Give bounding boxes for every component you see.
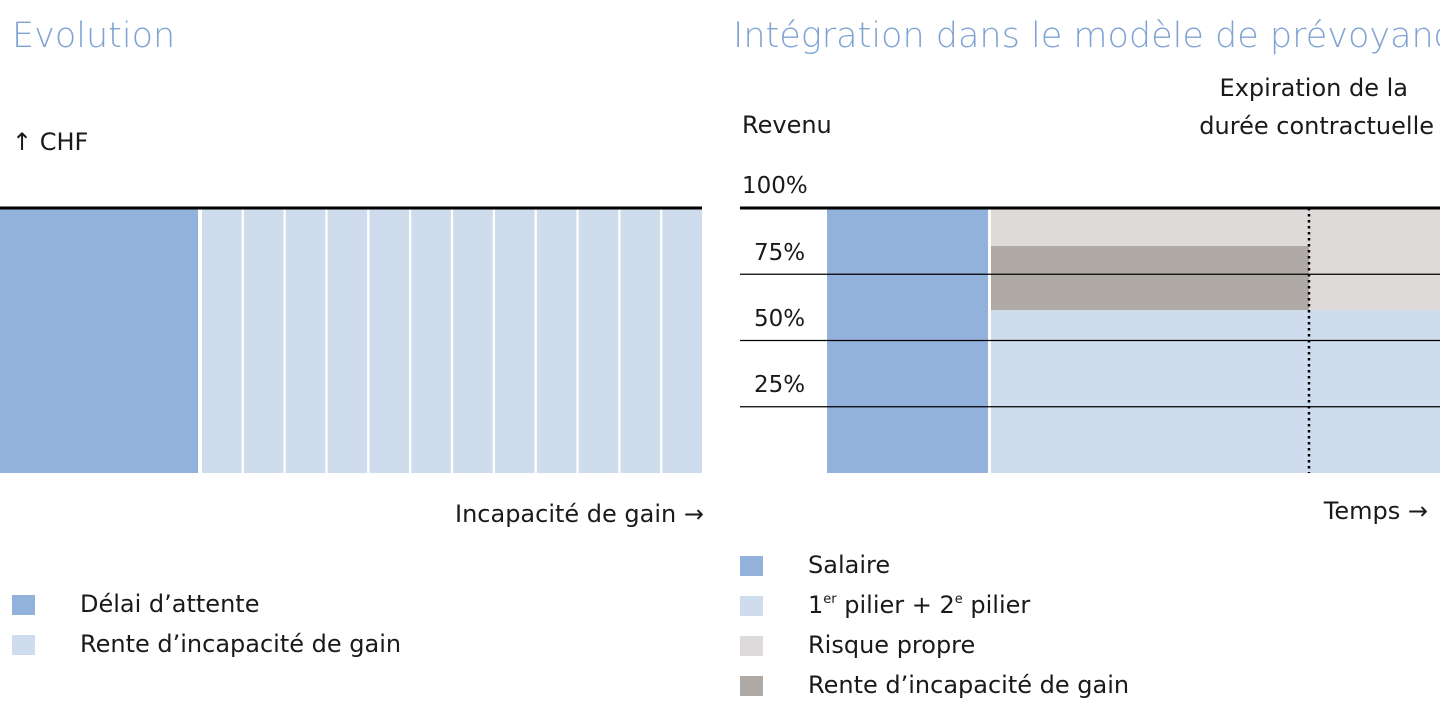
rente-period-bar: [620, 208, 661, 473]
tick-75: 75%: [754, 240, 806, 266]
tick-25: 25%: [754, 372, 806, 398]
rente-period-bar: [369, 208, 410, 473]
text-part: pilier: [962, 591, 1031, 619]
rente-period-bar: [578, 208, 619, 473]
waiting-period-bar: [0, 208, 198, 473]
legend-swatch-piliers: [740, 596, 763, 616]
expiration-annotation-line1: Expiration de la: [1219, 74, 1408, 102]
legend-swatch-waiting: [12, 595, 35, 615]
area-risque-propre: [1309, 208, 1440, 311]
rente-period-bar: [285, 208, 326, 473]
legend-swatch-rente-right: [740, 676, 763, 696]
legend-label-risque: Risque propre: [808, 631, 976, 659]
legend-label-piliers: 1er pilier + 2e pilier: [808, 591, 1030, 619]
text-part: pilier + 2: [836, 591, 955, 619]
tick-50: 50%: [754, 306, 806, 332]
rente-period-bar: [411, 208, 451, 473]
area-risque-propre: [991, 208, 1309, 246]
superscript: er: [823, 592, 837, 607]
legend-swatch-rente: [12, 635, 35, 655]
legend-label-waiting: Délai d’attente: [80, 590, 260, 618]
rente-period-bar: [494, 208, 535, 473]
right-y-axis-label: Revenu: [742, 111, 832, 139]
rente-period-bar: [662, 208, 702, 473]
expiration-annotation-line2: durée contractuelle: [1199, 112, 1434, 140]
legend-label-rente: Rente d’incapacité de gain: [80, 630, 402, 658]
right-title: Intégration dans le modèle de prévoyance: [733, 16, 1440, 56]
area-rente-d-incapacit-de-gain: [991, 245, 1309, 311]
legend-label-rente-right: Rente d’incapacité de gain: [808, 671, 1130, 699]
right-x-axis-label: Temps →: [1323, 497, 1428, 525]
rente-period-bar: [453, 208, 493, 473]
rente-period-bar: [243, 208, 284, 473]
legend-swatch-salaire: [740, 556, 763, 576]
rente-period-bar: [536, 208, 577, 473]
tick-100: 100%: [742, 173, 808, 199]
area-1er-pilier-2e-pilier: [1309, 310, 1440, 473]
rente-period-bar: [202, 208, 242, 473]
legend-label-salaire: Salaire: [808, 551, 891, 579]
area-1er-pilier-2e-pilier: [991, 310, 1309, 473]
left-title: Evolution: [12, 16, 176, 56]
left-y-axis-label: ↑ CHF: [12, 128, 89, 156]
superscript: e: [954, 592, 963, 607]
left-x-axis-label: Incapacité de gain →: [455, 500, 704, 528]
legend-swatch-risque: [740, 636, 763, 656]
text-part: 1: [808, 591, 824, 619]
rente-period-bar: [327, 208, 368, 473]
